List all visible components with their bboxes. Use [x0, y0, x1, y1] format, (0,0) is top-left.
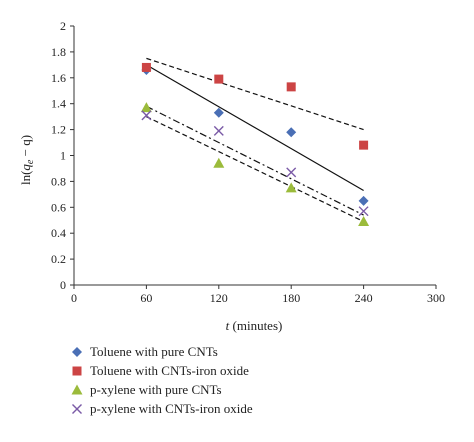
x-tick-label: 240: [355, 291, 373, 305]
trend-line-1: [146, 64, 364, 191]
y-tick-label: 1.2: [51, 123, 66, 137]
legend-label-3: p-xylene with pure CNTs: [90, 382, 222, 397]
data-point-s3-1: [140, 102, 152, 113]
x-tick-label: 300: [427, 291, 445, 305]
x-tick-label: 60: [140, 291, 152, 305]
legend-label-1: Toluene with pure CNTs: [90, 344, 218, 359]
y-tick-label: 1.6: [51, 71, 66, 85]
y-axis-label-q: q: [18, 164, 33, 171]
legend-marker-3: [71, 384, 83, 395]
y-tick-label: 1.4: [51, 97, 66, 111]
legend-marker-1: [72, 347, 82, 357]
legend-label-2: Toluene with CNTs-iron oxide: [90, 363, 249, 378]
legend-item-4: p-xylene with CNTs-iron oxide: [72, 401, 253, 416]
data-point-s3-3: [285, 182, 297, 193]
data-point-s3-2: [213, 157, 225, 168]
legend-label-4: p-xylene with CNTs-iron oxide: [90, 401, 253, 416]
trend-line-4: [146, 105, 364, 216]
data-point-s1-3: [286, 127, 297, 138]
y-axis-label: ln(qe − q): [18, 135, 36, 185]
data-point-s3-4: [358, 216, 370, 227]
y-tick-label: 0.4: [51, 226, 66, 240]
x-tick-label: 0: [71, 291, 77, 305]
y-tick-label: 0.8: [51, 174, 66, 188]
trend-line-3: [146, 116, 364, 223]
axes: [70, 25, 437, 289]
y-axis-label-prefix: ln(: [18, 171, 33, 185]
legend-marker-4: [72, 404, 82, 414]
x-axis-label: t (minutes): [226, 318, 283, 333]
data-point-s4-2: [213, 125, 224, 136]
legend-item-1: Toluene with pure CNTs: [72, 344, 218, 359]
data-point-s4-3: [286, 167, 297, 178]
x-tick-label: 120: [210, 291, 228, 305]
y-tick-label: 1.8: [51, 45, 66, 59]
data-point-s4-4: [358, 206, 369, 217]
x-axis-label-unit: (minutes): [229, 318, 282, 333]
legend: Toluene with pure CNTs Toluene with CNTs-…: [71, 344, 253, 416]
legend-marker-2: [72, 366, 82, 376]
y-tick-label: 0: [60, 278, 66, 292]
y-tick-label: 0.2: [51, 252, 66, 266]
data-point-s1-4: [358, 195, 369, 206]
y-axis-label-suffix: − q): [18, 135, 33, 160]
tick-labels: 0 60 120 180 240 300 0 0.2 0.4 0.6 0.8 1 1.2 1.4 1.6 1.…: [51, 19, 445, 305]
data-point-s2-4: [359, 140, 369, 150]
data-point-s2-3: [286, 82, 296, 92]
x-tick-label: 180: [282, 291, 300, 305]
y-tick-label: 2: [60, 19, 66, 33]
trend-line-2: [146, 57, 364, 131]
x-axis-label-var: t: [226, 318, 230, 333]
y-tick-label: 0.6: [51, 200, 66, 214]
data-points: [140, 62, 370, 227]
trend-lines: [146, 57, 364, 223]
y-tick-label: 1: [60, 149, 66, 163]
y-axis-label-sub: e: [25, 159, 36, 164]
data-point-s2-2: [214, 74, 224, 84]
data-point-s2-1: [141, 62, 151, 72]
legend-item-3: p-xylene with pure CNTs: [71, 382, 222, 397]
data-point-s4-1: [141, 110, 152, 121]
data-point-s1-2: [213, 107, 224, 118]
legend-item-2: Toluene with CNTs-iron oxide: [72, 363, 249, 378]
